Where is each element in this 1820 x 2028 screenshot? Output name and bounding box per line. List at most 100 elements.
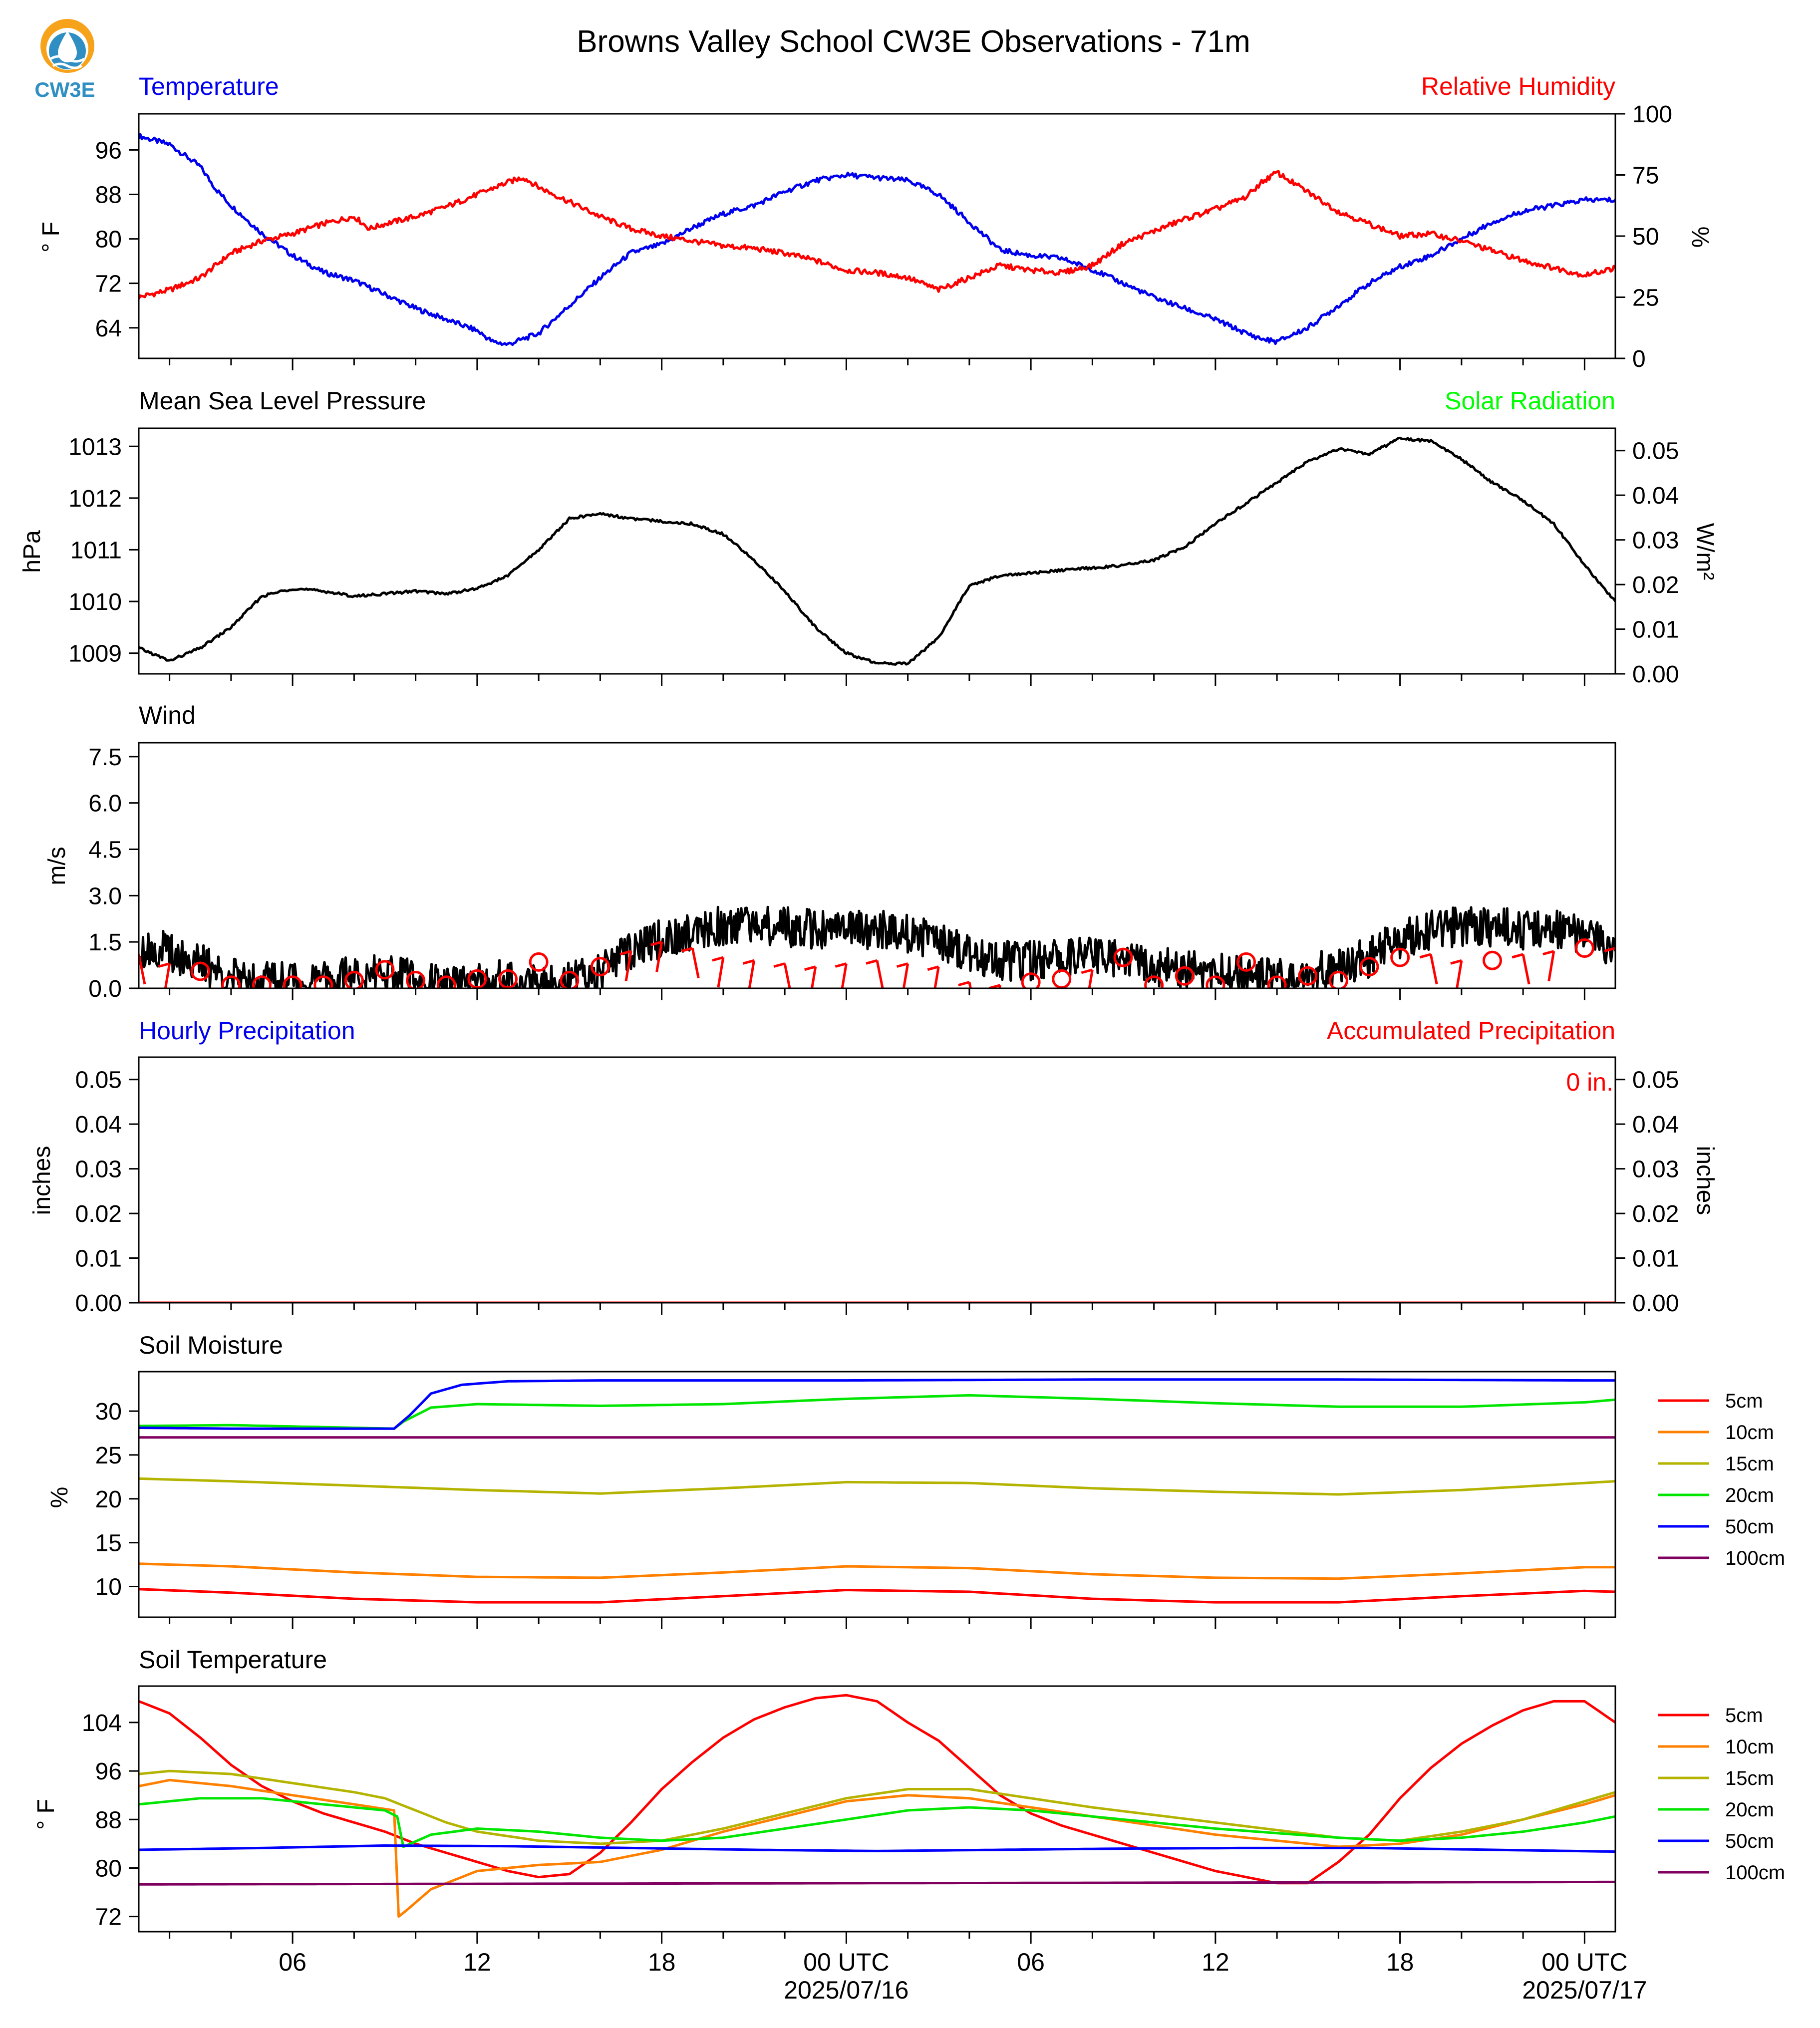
wind-barb: [139, 954, 146, 985]
wind-barb-calm: [252, 975, 272, 988]
wind-barb-calm: [1236, 952, 1256, 972]
legend-label: 100cm: [1725, 1547, 1785, 1569]
y2-tick-label: 0.00: [1632, 661, 1679, 688]
accumulated-precip-title: Accumulated Precipitation: [1327, 1017, 1615, 1045]
series-line-temperature: [139, 133, 1615, 346]
figure-title: Browns Valley School CW3E Observations -…: [577, 24, 1250, 59]
wind-panel: Wind m/s 0.0 1.5 3.0 4.5 6.0 7.5: [44, 701, 1616, 1002]
wind-barb-calm: [1328, 971, 1348, 988]
legend-label: 100cm: [1725, 1862, 1785, 1884]
wind-plot: 0.0 1.5 3.0 4.5 6.0 7.5: [88, 742, 1616, 1002]
series-line-20cm: [139, 1797, 1615, 1848]
y-tick-label: 0.05: [75, 1067, 122, 1094]
y-tick-label: 10: [95, 1574, 122, 1601]
plot-frame: [138, 427, 1616, 675]
y-tick-label: 72: [95, 1904, 122, 1931]
humidity-axis-label: %: [1687, 227, 1713, 248]
wind-barb-calm: [590, 957, 610, 977]
soil-temperature-panel: Soil Temperature ° F 72 80 88 96 104 5cm 10cm…: [33, 1646, 1785, 1944]
x-tick-label: 18: [1386, 1948, 1414, 1976]
y-tick-label: 4.5: [88, 837, 122, 864]
series-line-50cm: [139, 1378, 1615, 1430]
series-group: [139, 436, 1615, 666]
y2-tick-label: 0.02: [1632, 572, 1679, 598]
y-tick-label: 1009: [68, 641, 122, 667]
wind-barb: [804, 965, 817, 988]
y-tick-label: 0.0: [88, 976, 122, 1002]
x-date-label: 2025/07/17: [1522, 1976, 1647, 2004]
humidity-title: Relative Humidity: [1421, 72, 1615, 100]
x-tick-label: 18: [648, 1948, 676, 1976]
pressure-axis-label: hPa: [19, 530, 45, 573]
y2-tick-label: 75: [1632, 163, 1659, 189]
x-tick-label: 06: [279, 1948, 306, 1976]
wind-barb: [650, 940, 663, 972]
wind-barb-calm: [1267, 975, 1287, 988]
wind-barb: [988, 984, 1001, 988]
y-tick-label: 72: [95, 271, 122, 297]
y-tick-label: 80: [95, 227, 122, 253]
series-group: [139, 1378, 1615, 1604]
wind-barb: [1604, 947, 1615, 955]
wind-barb-calm: [1021, 972, 1041, 988]
wind-barb-calm: [1483, 950, 1502, 970]
wind-barb-calm: [529, 952, 549, 972]
wind-barb: [1542, 950, 1555, 982]
series-group: [139, 133, 1615, 346]
y-tick-label: 104: [82, 1710, 122, 1737]
legend-label: 15cm: [1725, 1767, 1774, 1789]
wind-barb: [1512, 953, 1530, 985]
temperature-humidity-plot: 64 72 80 88 96 0 25 50 75 100: [95, 101, 1672, 372]
wind-barb: [835, 962, 848, 988]
pressure-plot: 1009 1010 1011 1012 1013 0.00 0.01 0.02 0.03 0.04…: [68, 427, 1679, 688]
series-line-20cm: [139, 1394, 1615, 1430]
wind-barb-calm: [1206, 975, 1225, 988]
y2-tick-label: 0.01: [1632, 617, 1679, 643]
y-tick-label: 1012: [68, 486, 122, 512]
y2-tick-label: 0.00: [1632, 1290, 1679, 1317]
hourly-precip-title: Hourly Precipitation: [139, 1017, 355, 1045]
y2-tick-label: 0.01: [1632, 1246, 1679, 1272]
y2-tick-label: 0.02: [1632, 1201, 1679, 1227]
y-tick-label: 0.03: [75, 1157, 122, 1183]
legend-label: 5cm: [1725, 1705, 1763, 1727]
pressure-title: Mean Sea Level Pressure: [139, 387, 426, 415]
soil-temperature-axis-label: ° F: [33, 1799, 59, 1830]
legend-label: 20cm: [1725, 1799, 1774, 1821]
series-line-10cm: [139, 1562, 1615, 1580]
y-tick-label: 64: [95, 315, 122, 342]
legend-label: 10cm: [1725, 1422, 1774, 1444]
wind-barb-calm: [467, 969, 487, 988]
temperature-title: Temperature: [139, 72, 279, 100]
y-tick-label: 3.0: [88, 883, 122, 909]
wind-barb: [712, 956, 725, 988]
wind-barb: [619, 950, 632, 982]
hourly-precip-axis-label: inches: [29, 1146, 55, 1215]
cw3e-logo-icon: [40, 19, 94, 73]
wind-barb: [958, 981, 972, 988]
legend-label: 5cm: [1725, 1390, 1763, 1412]
y-tick-label: 1.5: [88, 929, 122, 956]
legend-label: 50cm: [1725, 1830, 1774, 1852]
series-line-50cm: [139, 1844, 1615, 1853]
soil-moisture-panel: Soil Moisture % 10 15 20 25 30 5cm 10cm 15cm 20…: [46, 1331, 1785, 1629]
accumulated-total-label: 0 in.: [1566, 1068, 1613, 1096]
y-tick-label: 0.04: [75, 1112, 122, 1138]
wind-barb: [1450, 959, 1463, 988]
wind-barb-calm: [190, 961, 210, 981]
wind-barb-calm: [1175, 966, 1195, 986]
wind-barb-calm: [436, 975, 456, 988]
logo-text: CW3E: [34, 78, 95, 101]
y-tick-label: 6.0: [88, 791, 122, 817]
wind-barb: [1419, 953, 1438, 985]
pressure-panel: Mean Sea Level Pressure Solar Radiation …: [19, 387, 1718, 688]
wind-axis-label: m/s: [44, 847, 70, 885]
y-tick-label: 96: [95, 137, 122, 164]
y-tick-label: 25: [95, 1443, 122, 1469]
y-tick-label: 0.00: [75, 1290, 122, 1317]
wind-barb-calm: [1298, 966, 1318, 986]
wind-barb-calm: [1574, 938, 1594, 958]
y-tick-label: 7.5: [88, 744, 122, 771]
legend-label: 50cm: [1725, 1516, 1774, 1538]
y-tick-label: 88: [95, 1807, 122, 1833]
